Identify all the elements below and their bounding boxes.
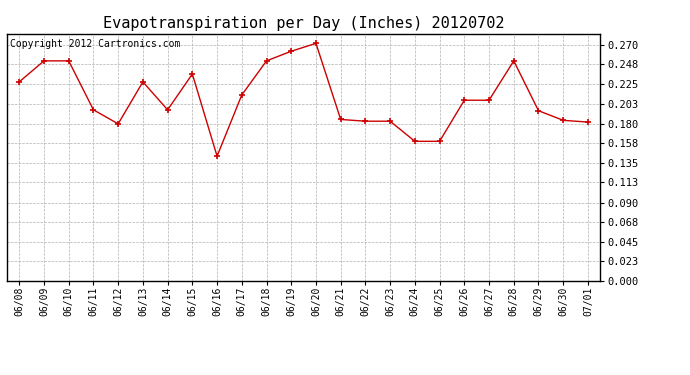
Title: Evapotranspiration per Day (Inches) 20120702: Evapotranspiration per Day (Inches) 2012… [103, 16, 504, 31]
Text: Copyright 2012 Cartronics.com: Copyright 2012 Cartronics.com [10, 39, 180, 49]
